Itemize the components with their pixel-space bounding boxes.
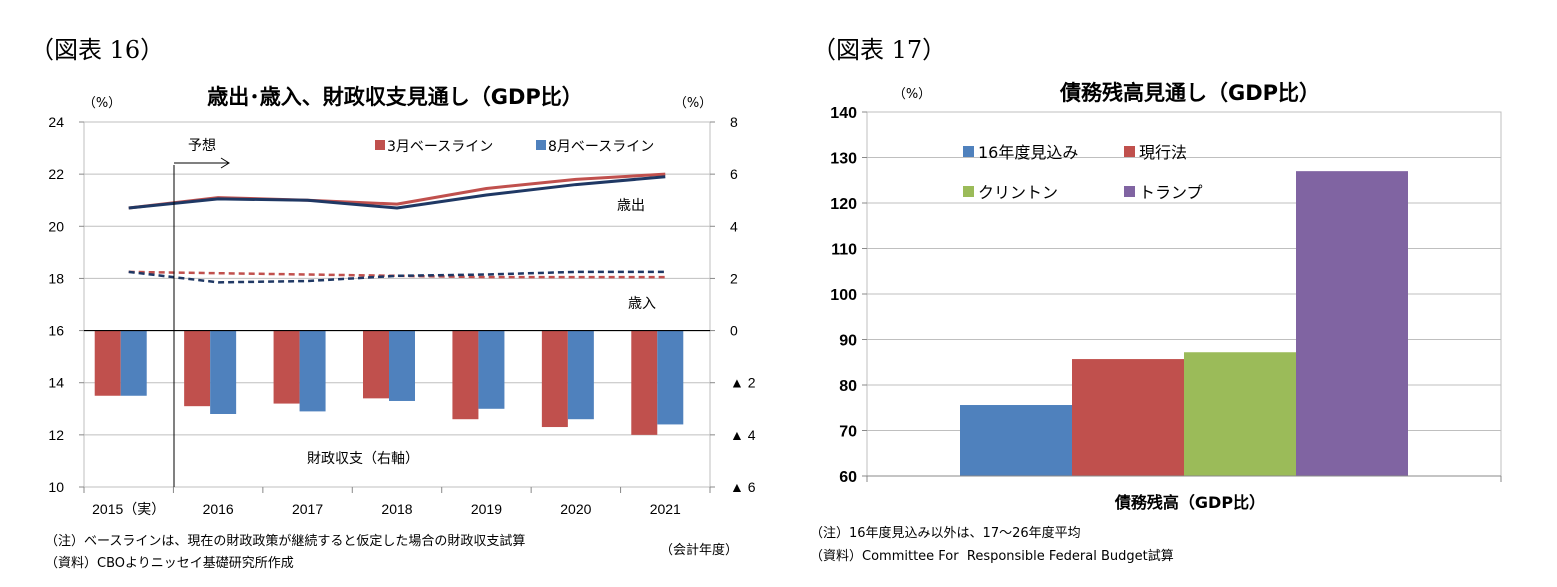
debt-bar — [960, 405, 1072, 476]
note-16-2: （資料）CBOよりニッセイ基礎研究所作成 — [45, 556, 294, 571]
forecast-arrow-icon — [174, 157, 230, 169]
balance-bar — [120, 330, 147, 396]
x-tick-label: 2016 — [203, 501, 234, 517]
balance-bar — [452, 330, 479, 420]
balance-bar — [478, 330, 505, 409]
legend-swatch-current-law — [1124, 146, 1135, 157]
figure-16: （図表 16） 歳出･歳入、財政収支見通し（GDP比） （%） （%） 10 12… — [30, 36, 756, 571]
x-tick-label: 2017 — [292, 501, 323, 517]
legend-swatch-clinton — [963, 186, 974, 197]
x-axis-ticks: 2015（実） 2016 2017 2018 2019 2020 2021 — [83, 487, 711, 517]
legend-label-current-law: 現行法 — [1139, 143, 1187, 162]
balance-bar — [631, 330, 658, 435]
fiscal-year-label: （会計年度） — [660, 542, 738, 558]
figure-16-label: （図表 16） — [30, 36, 164, 64]
x-tick-label: 2019 — [471, 501, 502, 517]
balance-bar — [657, 330, 684, 425]
left-tick-label: 18 — [48, 270, 64, 286]
balance-bar — [541, 330, 568, 428]
debt-tick-label: 120 — [830, 196, 857, 213]
balance-bar — [299, 330, 326, 412]
left-tick-label: 20 — [48, 218, 64, 234]
legend-label-trump: トランプ — [1139, 183, 1203, 202]
plot-area-16 — [83, 121, 711, 488]
right-axis-ticks: ▲ 6 ▲ 4 ▲ 2 0 2 4 6 8 — [710, 114, 756, 495]
left-tick-label: 24 — [48, 114, 64, 130]
left-tick-label: 14 — [48, 375, 64, 391]
legend-swatch-trump — [1124, 186, 1135, 197]
line-series — [128, 270, 666, 284]
legend-swatch-march — [375, 140, 385, 150]
line-series — [128, 270, 666, 279]
balance-bar — [363, 330, 389, 399]
debt-tick-label: 60 — [839, 469, 857, 486]
right-tick-label: 4 — [730, 218, 738, 234]
balance-bar — [94, 330, 121, 396]
legend-label-estimate: 16年度見込み — [978, 143, 1078, 162]
balance-bar — [273, 330, 300, 404]
debt-bar — [1072, 359, 1184, 476]
debt-tick-label: 90 — [839, 333, 857, 350]
debt-tick-label: 100 — [830, 287, 857, 304]
left-axis-ticks: 10 12 14 16 18 20 22 24 — [48, 114, 84, 495]
note-16-1: （注）ベースラインは、現在の財政政策が継続すると仮定した場合の財政収支試算 — [45, 533, 525, 549]
chart-17-title: 債務残高見通し（GDP比） — [1059, 81, 1320, 105]
left-tick-label: 22 — [48, 166, 64, 182]
debt-x-label: 債務残高（GDP比） — [1114, 493, 1265, 512]
right-axis-unit: （%） — [674, 96, 712, 111]
expenditure-annotation: 歳出 — [617, 198, 645, 214]
debt-axis-unit: （%） — [893, 87, 931, 102]
legend-17: 16年度見込み 現行法 クリントン トランプ — [963, 143, 1203, 202]
right-tick-label: 8 — [730, 114, 738, 130]
line-series — [128, 172, 666, 210]
debt-tick-label: 110 — [831, 242, 857, 259]
left-tick-label: 16 — [48, 323, 64, 339]
right-tick-label: 6 — [730, 166, 738, 182]
right-tick-label: ▲ 2 — [730, 375, 756, 391]
x-tick-label: 2020 — [560, 501, 591, 517]
legend-swatch-august — [536, 140, 546, 150]
balance-bar — [567, 330, 594, 420]
x-tick-label: 2021 — [650, 501, 681, 517]
chart-16-title: 歳出･歳入、財政収支見通し（GDP比） — [207, 85, 583, 109]
x-tick-label: 2015（実） — [92, 501, 165, 517]
legend-label-clinton: クリントン — [978, 183, 1058, 202]
revenue-annotation: 歳入 — [628, 296, 656, 312]
line-series — [128, 175, 666, 210]
balance-bars — [94, 330, 684, 435]
debt-tick-label: 80 — [839, 378, 857, 395]
legend-label-march: 3月ベースライン — [387, 139, 493, 155]
left-axis-unit: （%） — [83, 96, 121, 111]
balance-bar — [184, 330, 211, 407]
balance-bar — [210, 330, 237, 414]
balance-bar — [389, 330, 415, 401]
rev-exp-lines — [128, 172, 666, 284]
forecast-label: 予想 — [188, 138, 216, 154]
right-tick-label: 2 — [730, 270, 738, 286]
debt-tick-label: 70 — [839, 424, 857, 441]
debt-tick-label: 130 — [830, 151, 857, 168]
debt-tick-label: 140 — [830, 105, 857, 122]
x-tick-label: 2018 — [381, 501, 412, 517]
legend-label-august: 8月ベースライン — [548, 139, 654, 155]
right-tick-label: ▲ 6 — [730, 479, 756, 495]
note-17-2: （資料）Committee For Responsible Federal Bu… — [810, 548, 1174, 564]
figure-17-label: （図表 17） — [812, 36, 946, 64]
note-17-1: （注）16年度見込み以外は、17～26年度平均 — [810, 525, 1081, 541]
debt-bars — [960, 171, 1408, 476]
figure-17: （図表 17） 債務残高見通し（GDP比） （%） 60 70 80 90 100 110… — [810, 36, 1502, 564]
right-tick-label: ▲ 4 — [730, 427, 756, 443]
legend-swatch-estimate — [963, 146, 974, 157]
left-tick-label: 10 — [48, 479, 64, 495]
balance-annotation: 財政収支（右軸） — [307, 451, 419, 467]
left-tick-label: 12 — [48, 427, 64, 443]
right-tick-label: 0 — [730, 323, 738, 339]
debt-bar — [1184, 352, 1296, 476]
debt-axis-ticks: 60 70 80 90 100 110 120 130 140 — [830, 105, 867, 486]
legend-16: 3月ベースライン 8月ベースライン — [375, 139, 654, 155]
debt-bar — [1296, 171, 1408, 476]
